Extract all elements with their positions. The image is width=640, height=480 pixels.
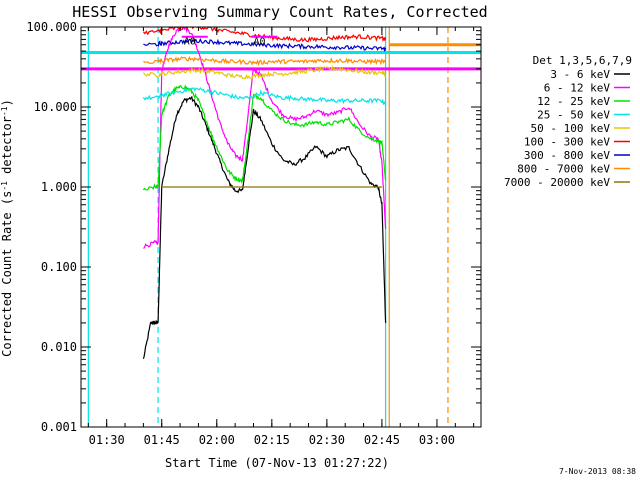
series-line-4 (142, 65, 387, 80)
y-tick-label-5: 100.000 (26, 20, 77, 34)
y-axis-label: Corrected Count Rate (s-1 detector-1) (0, 99, 14, 357)
series-line-1 (143, 27, 387, 249)
legend-title: Det 1,3,5,6,7,9 (533, 54, 632, 67)
series-line-7 (143, 55, 387, 67)
legend-label-6: 300 - 800 keV (524, 149, 610, 162)
legend-label-0: 3 - 6 keV (550, 68, 610, 81)
legend-label-5: 100 - 300 keV (524, 136, 610, 149)
chart-title: HESSI Observing Summary Count Rates, Cor… (72, 3, 487, 21)
x-tick-label-5: 02:45 (364, 433, 400, 447)
legend-label-4: 50 - 100 keV (531, 122, 611, 135)
legend-label-3: 25 - 50 keV (537, 109, 610, 122)
horizontal-levels (81, 43, 481, 71)
y-tick-label-0: 0.001 (41, 420, 77, 434)
x-axis-ticks: 01:30 01:45 02:00 02:15 02:30 02:45 03:00 (87, 27, 475, 447)
y-tick-label-2: 0.100 (41, 260, 77, 274)
x-tick-label-0: 01:30 (89, 433, 125, 447)
series-line-0 (142, 95, 387, 359)
x-tick-label-6: 03:00 (419, 433, 455, 447)
attenuator-label-0: A0 (184, 37, 196, 48)
vertical-markers (87, 27, 449, 427)
x-tick-label-1: 01:45 (144, 433, 180, 447)
x-tick-label-4: 02:30 (309, 433, 345, 447)
series-line-2 (142, 84, 387, 191)
series-line-3 (142, 86, 387, 106)
legend-label-7: 800 - 7000 keV (517, 163, 610, 176)
series-lines (142, 27, 387, 359)
x-tick-label-2: 02:00 (199, 433, 235, 447)
attenuator-label-1: A0 (253, 37, 265, 48)
x-axis-label: Start Time (07-Nov-13 01:27:22) (165, 456, 389, 470)
attenuator-markers: A0 A0 (181, 35, 278, 48)
timestamp: 7-Nov-2013 08:38 (559, 467, 636, 476)
x-tick-label-3: 02:15 (254, 433, 290, 447)
legend-label-2: 12 - 25 keV (537, 95, 610, 108)
legend-label-1: 6 - 12 keV (544, 82, 611, 95)
y-tick-label-4: 10.000 (34, 100, 77, 114)
y-tick-label-3: 1.000 (41, 180, 77, 194)
series-line-6 (143, 37, 387, 52)
attenuator-bar-1 (251, 35, 278, 38)
attenuator-bar-0 (181, 35, 208, 38)
y-axis-ticks: 0.001 0.010 0.100 1.000 10.000 100.000 (26, 20, 481, 434)
y-tick-label-1: 0.010 (41, 340, 77, 354)
legend-label-8: 7000 - 20000 keV (504, 176, 610, 189)
plot-frame (80, 26, 482, 428)
